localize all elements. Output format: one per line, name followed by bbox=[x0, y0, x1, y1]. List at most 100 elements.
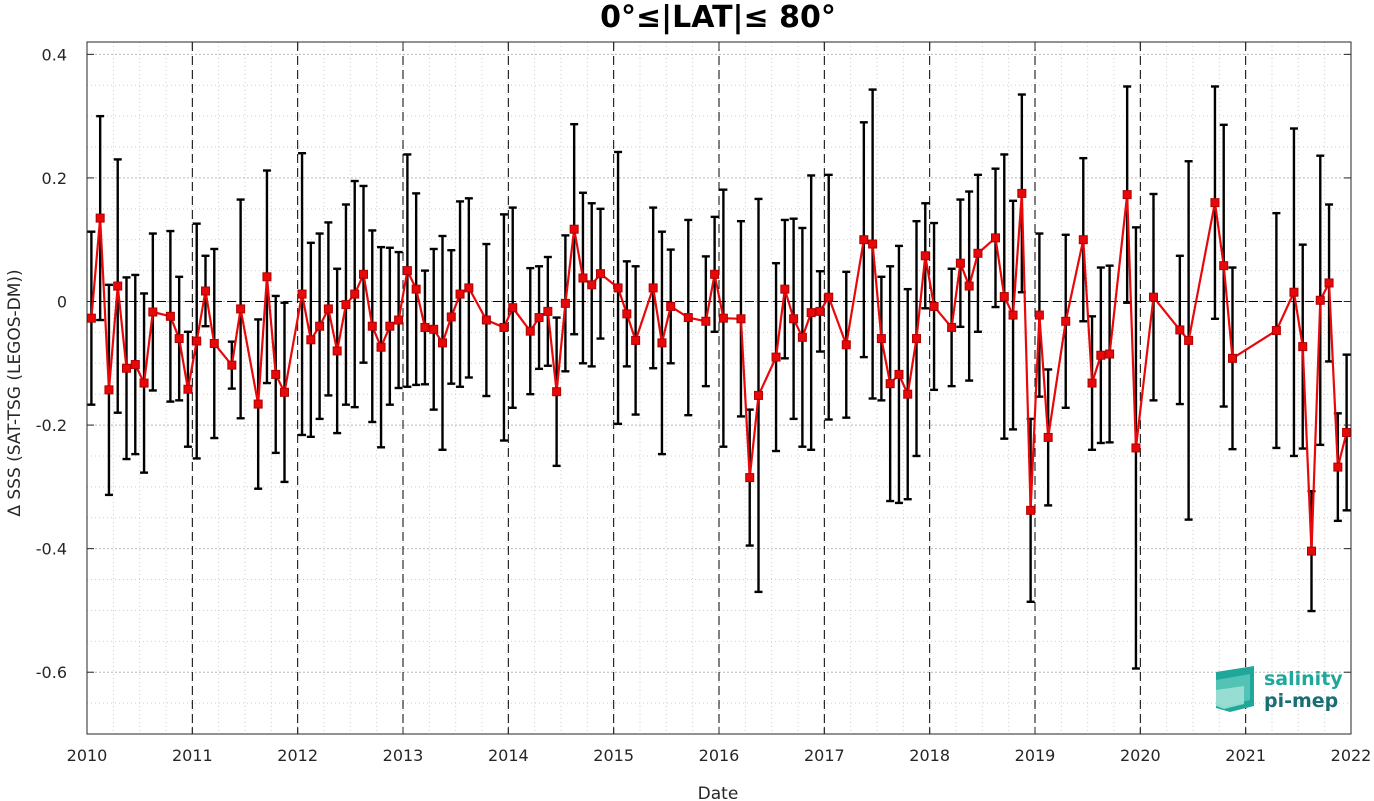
data-point bbox=[1122, 190, 1132, 200]
data-point bbox=[771, 352, 781, 362]
logo-text-line2: pi-mep bbox=[1264, 690, 1338, 712]
data-point bbox=[560, 298, 570, 308]
data-point bbox=[1184, 335, 1194, 345]
data-point bbox=[455, 289, 465, 299]
x-tick-label: 2018 bbox=[909, 746, 950, 765]
data-point bbox=[1149, 292, 1158, 302]
data-point bbox=[1008, 310, 1018, 320]
data-point bbox=[920, 251, 930, 261]
y-tick-label: -0.4 bbox=[36, 540, 67, 559]
data-point bbox=[104, 385, 114, 395]
data-point bbox=[683, 313, 693, 323]
data-point bbox=[139, 378, 149, 388]
data-point bbox=[859, 235, 869, 245]
y-tick-label: -0.2 bbox=[36, 416, 67, 435]
data-point bbox=[666, 301, 676, 311]
data-point bbox=[1324, 278, 1334, 288]
data-point bbox=[420, 322, 430, 332]
data-point bbox=[209, 339, 219, 349]
data-point bbox=[1061, 316, 1071, 326]
x-tick-label: 2015 bbox=[593, 746, 634, 765]
data-point bbox=[122, 363, 131, 373]
data-point bbox=[596, 269, 605, 279]
data-point bbox=[306, 335, 316, 345]
data-point bbox=[578, 273, 588, 283]
y-tick-label: 0.4 bbox=[42, 45, 67, 64]
x-tick-label: 2010 bbox=[67, 746, 108, 765]
data-point bbox=[1289, 287, 1299, 297]
data-point bbox=[1105, 349, 1115, 359]
data-point bbox=[1307, 546, 1316, 556]
x-tick-label: 2022 bbox=[1331, 746, 1372, 765]
data-point bbox=[587, 280, 597, 290]
salinity-pi-mep-logo: salinity pi-mep bbox=[1216, 666, 1343, 712]
data-point bbox=[227, 360, 237, 370]
x-tick-label: 2011 bbox=[172, 746, 213, 765]
data-point bbox=[815, 306, 825, 316]
data-point bbox=[736, 314, 746, 324]
data-point bbox=[894, 369, 904, 379]
x-tick-label: 2020 bbox=[1120, 746, 1161, 765]
data-point bbox=[1298, 342, 1308, 352]
data-point bbox=[718, 313, 728, 323]
chart-title: 0°≤|LAT|≤ 80° bbox=[600, 0, 836, 35]
data-point bbox=[262, 272, 272, 282]
data-point bbox=[1026, 505, 1036, 515]
data-point bbox=[297, 289, 307, 299]
data-point bbox=[1175, 325, 1185, 335]
data-point bbox=[1034, 310, 1044, 320]
data-point bbox=[1131, 443, 1141, 453]
data-point bbox=[86, 313, 96, 323]
data-point bbox=[183, 384, 193, 394]
data-point bbox=[552, 387, 562, 397]
data-point bbox=[543, 306, 553, 316]
data-point bbox=[991, 233, 1000, 243]
data-point bbox=[789, 314, 799, 324]
y-axis-label: Δ SSS (SAT-TSG (LEGOS-DM)) bbox=[5, 269, 25, 516]
data-point bbox=[438, 338, 447, 348]
data-point bbox=[876, 334, 886, 344]
data-point bbox=[95, 213, 105, 223]
data-point bbox=[868, 239, 878, 249]
data-point bbox=[1315, 295, 1325, 305]
data-point bbox=[1096, 350, 1106, 360]
data-point bbox=[613, 283, 623, 293]
data-point bbox=[253, 399, 263, 409]
data-point bbox=[806, 308, 816, 318]
data-point bbox=[903, 389, 913, 399]
x-tick-label: 2021 bbox=[1225, 746, 1266, 765]
data-point bbox=[754, 390, 763, 400]
data-point bbox=[341, 300, 351, 310]
data-point bbox=[350, 289, 360, 299]
data-point bbox=[385, 321, 395, 331]
x-tick-label: 2013 bbox=[383, 746, 424, 765]
data-point bbox=[280, 387, 289, 397]
data-point bbox=[359, 269, 368, 279]
data-point bbox=[534, 313, 544, 323]
data-point bbox=[657, 338, 667, 348]
data-point bbox=[797, 332, 807, 342]
x-tick-label: 2014 bbox=[488, 746, 529, 765]
data-point bbox=[1219, 261, 1229, 271]
logo-wave-icon bbox=[1216, 666, 1254, 712]
data-point bbox=[1271, 326, 1281, 336]
data-point bbox=[622, 309, 632, 319]
data-point bbox=[192, 336, 202, 346]
data-point bbox=[569, 224, 579, 234]
data-point bbox=[947, 322, 957, 332]
data-point bbox=[885, 379, 895, 389]
logo-text-line1: salinity bbox=[1264, 668, 1343, 690]
data-point bbox=[148, 307, 158, 317]
data-point bbox=[446, 312, 456, 322]
data-point bbox=[1210, 198, 1220, 208]
data-point bbox=[824, 292, 834, 302]
year-separators bbox=[87, 42, 1351, 734]
data-point bbox=[323, 304, 333, 314]
data-point bbox=[1333, 462, 1343, 472]
y-tick-label: -0.6 bbox=[36, 663, 67, 682]
data-point bbox=[367, 321, 377, 331]
data-point bbox=[271, 369, 281, 379]
y-tick-label: 0.2 bbox=[42, 169, 67, 188]
series-markers bbox=[86, 188, 1352, 556]
data-point bbox=[1342, 427, 1352, 437]
